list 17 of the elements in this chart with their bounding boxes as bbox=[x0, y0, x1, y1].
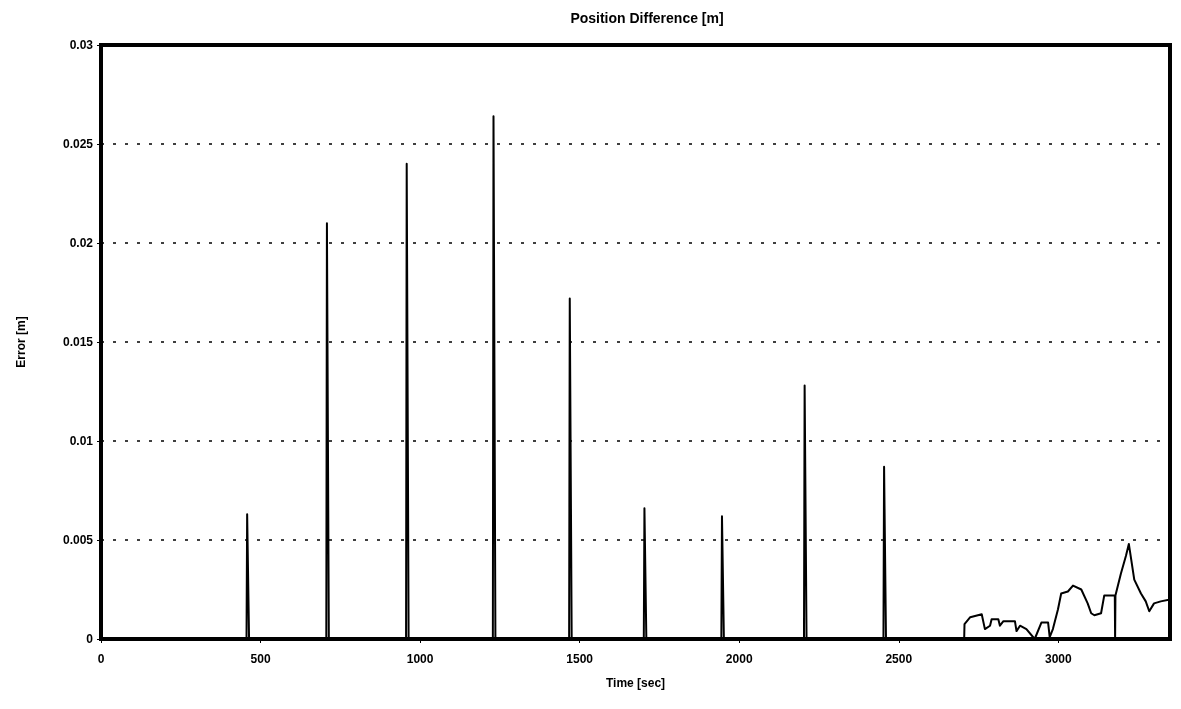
y-axis-title: Error [m] bbox=[14, 316, 28, 368]
y-tick-label: 0.005 bbox=[62, 533, 94, 547]
y-tick-label: 0 bbox=[86, 632, 94, 646]
x-tick-label: 1500 bbox=[566, 652, 594, 666]
x-tick-label: 1000 bbox=[406, 652, 434, 666]
x-tick-label: 500 bbox=[250, 652, 271, 666]
y-tick-label: 0.02 bbox=[69, 236, 94, 250]
x-axis-title: Time [sec] bbox=[605, 676, 666, 690]
y-tick-label: 0.015 bbox=[62, 335, 94, 349]
y-tick-label: 0.03 bbox=[69, 38, 94, 52]
x-tick-label: 3000 bbox=[1044, 652, 1072, 666]
y-tick-label: 0.01 bbox=[69, 434, 94, 448]
x-tick-label: 2500 bbox=[885, 652, 913, 666]
x-tick-label: 2000 bbox=[725, 652, 753, 666]
x-tick-label: 0 bbox=[97, 652, 105, 666]
chart-title: Position Difference [m] bbox=[570, 10, 724, 26]
y-tick-label: 0.025 bbox=[62, 137, 94, 151]
